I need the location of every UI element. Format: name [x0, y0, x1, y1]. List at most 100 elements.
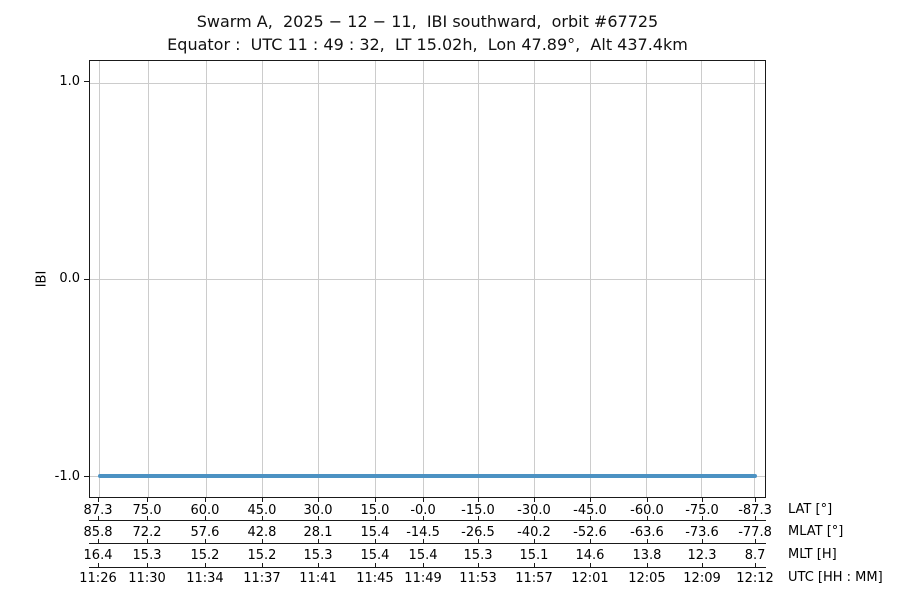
axis-tick-mark	[147, 516, 149, 520]
axis-tick-mark	[646, 563, 648, 567]
x-axis-row-utc: 11:26 11:30 11:34 11:37 11:41 11:45 11:49 11:53…	[79, 571, 774, 587]
axis-tick-mark	[261, 539, 263, 543]
x-tick-label-lat: 75.0	[132, 503, 162, 518]
y-tick-label: -1.0	[54, 468, 80, 484]
x-tick-label-mlat: -63.6	[630, 525, 664, 540]
axis-tick-mark	[646, 516, 648, 520]
axis-tick-mark	[646, 539, 648, 543]
axis-tick-mark	[423, 563, 425, 567]
x-tick-label-mlt: 15.3	[132, 548, 162, 563]
axis-tick-mark	[423, 539, 425, 543]
axis-tick-mark	[374, 539, 376, 543]
x-tick-mark	[261, 498, 263, 502]
axis-tick-mark	[147, 539, 149, 543]
x-tick-label-mlat: 15.4	[360, 525, 390, 540]
x-tick-mark	[374, 498, 376, 502]
x-tick-label-mlat: 72.2	[132, 525, 162, 540]
axis-tick-mark	[478, 563, 479, 567]
x-tick-mark	[646, 498, 648, 502]
x-tick-label-mlat: 57.6	[190, 525, 220, 540]
x-tick-label-utc: 11:57	[515, 571, 553, 586]
x-tick-label-mlat: -73.6	[685, 525, 719, 540]
x-tick-label-lat: 15.0	[360, 503, 390, 518]
x-tick-label-mlat: 85.8	[83, 525, 113, 540]
ibi-data-line	[98, 474, 757, 479]
x-tick-label-utc: 11:41	[299, 571, 337, 586]
x-tick-label-lat: -15.0	[461, 503, 495, 518]
x-tick-mark	[423, 498, 425, 502]
x-tick-label-utc: 11:53	[459, 571, 497, 586]
x-tick-label-utc: 11:34	[186, 571, 224, 586]
y-tick-mark	[84, 476, 89, 478]
axis-tick-mark	[755, 516, 757, 520]
x-tick-mark	[98, 498, 99, 502]
y-tick-label: 0.0	[59, 271, 80, 286]
x-tick-mark	[533, 498, 535, 502]
x-tick-label-lat: -87.3	[738, 503, 772, 518]
axis-tick-mark	[478, 539, 479, 543]
x-tick-label-mlt: 15.1	[519, 548, 549, 563]
axis-tick-mark	[374, 516, 376, 520]
x-tick-label-utc: 11:37	[243, 571, 281, 586]
x-axis-row-title-utc: UTC [HH : MM]	[788, 570, 883, 585]
axis-tick-mark	[755, 539, 757, 543]
axis-tick-mark	[702, 539, 704, 543]
axis-tick-mark	[204, 516, 206, 520]
x-tick-label-lat: 87.3	[83, 503, 113, 518]
plot-area	[89, 60, 766, 498]
x-tick-mark	[478, 498, 479, 502]
x-tick-label-lat: -60.0	[630, 503, 664, 518]
x-tick-label-lat: -0.0	[410, 503, 436, 518]
x-tick-label-mlat: 28.1	[303, 525, 333, 540]
x-tick-label-lat: 45.0	[247, 503, 277, 518]
x-tick-label-lat: -45.0	[573, 503, 607, 518]
x-tick-label-lat: -75.0	[685, 503, 719, 518]
x-tick-label-mlt: 12.3	[687, 548, 717, 563]
y-tick-mark	[84, 278, 89, 280]
x-tick-label-utc: 12:01	[571, 571, 609, 586]
x-tick-label-mlt: 15.2	[247, 548, 277, 563]
x-tick-mark	[147, 498, 149, 502]
x-tick-label-mlt: 15.2	[190, 548, 220, 563]
axis-tick-mark	[98, 539, 99, 543]
axis-tick-mark	[318, 563, 320, 567]
horizontal-gridline	[90, 82, 765, 84]
horizontal-gridline	[90, 279, 765, 280]
x-tick-label-mlat: -40.2	[517, 525, 551, 540]
x-tick-label-utc: 11:26	[79, 571, 117, 586]
axis-tick-mark	[423, 516, 425, 520]
axis-tick-mark	[589, 516, 591, 520]
axis-tick-mark	[755, 563, 757, 567]
x-tick-label-utc: 12:09	[683, 571, 721, 586]
x-tick-label-mlat: 42.8	[247, 525, 277, 540]
axis-tick-mark	[261, 563, 263, 567]
axis-tick-mark	[98, 516, 99, 520]
x-axis-row-title-mlt: MLT [H]	[788, 547, 837, 562]
x-tick-label-mlt: 13.8	[632, 548, 662, 563]
axis-tick-mark	[318, 516, 320, 520]
axis-tick-mark	[204, 563, 206, 567]
x-tick-label-utc: 11:45	[356, 571, 394, 586]
x-axis-row-mlt: 16.4 15.3 15.2 15.2 15.3 15.4 15.4 15.3 15.1 14.6…	[84, 548, 766, 564]
x-axis-row-title-lat: LAT [°]	[788, 502, 833, 517]
x-tick-label-lat: -30.0	[517, 503, 551, 518]
axis-tick-mark	[533, 563, 535, 567]
axis-tick-mark	[318, 539, 320, 543]
x-tick-label-mlat: -14.5	[406, 525, 440, 540]
axis-tick-mark	[702, 516, 704, 520]
x-tick-label-mlat: -26.5	[461, 525, 495, 540]
x-tick-label-utc: 11:49	[404, 571, 442, 586]
axis-tick-mark	[589, 539, 591, 543]
chart-subtitle: Equator : UTC 11 : 49 : 32, LT 15.02h, L…	[167, 35, 688, 54]
x-tick-label-mlt: 8.7	[744, 548, 766, 563]
chart-title: Swarm A, 2025 − 12 − 11, IBI southward, …	[196, 12, 659, 31]
axis-tick-mark	[702, 563, 704, 567]
x-tick-mark	[204, 498, 206, 502]
x-tick-label-mlt: 15.3	[463, 548, 493, 563]
axis-tick-mark	[147, 563, 149, 567]
x-tick-label-mlt: 14.6	[575, 548, 605, 563]
axis-tick-mark	[589, 563, 591, 567]
x-tick-label-lat: 30.0	[303, 503, 333, 518]
x-tick-label-utc: 12:05	[628, 571, 666, 586]
axis-tick-mark	[533, 516, 535, 520]
